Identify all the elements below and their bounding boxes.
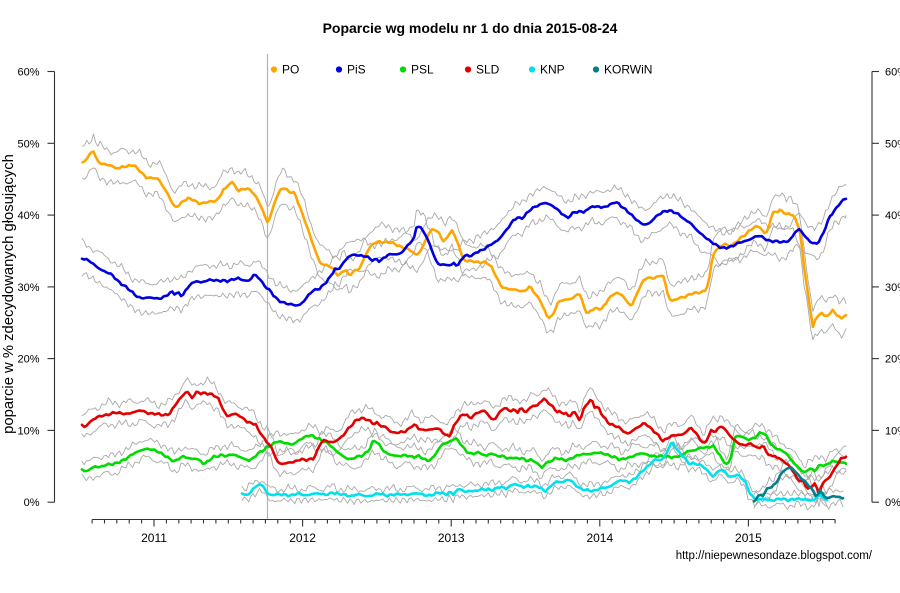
svg-text:KORWiN: KORWiN (604, 63, 652, 77)
svg-text:2015: 2015 (735, 531, 762, 545)
svg-text:PSL: PSL (411, 63, 434, 77)
svg-text:KNP: KNP (540, 63, 565, 77)
svg-text:PiS: PiS (347, 63, 366, 77)
svg-text:60%: 60% (885, 67, 900, 79)
svg-text:30%: 30% (17, 282, 39, 294)
svg-text:http://niepewnesondaze.blogspo: http://niepewnesondaze.blogspot.com/ (676, 550, 873, 562)
svg-text:20%: 20% (17, 354, 39, 366)
svg-text:40%: 40% (885, 210, 900, 222)
svg-text:20%: 20% (885, 354, 900, 366)
svg-text:2014: 2014 (586, 531, 613, 545)
svg-text:30%: 30% (885, 282, 900, 294)
svg-text:40%: 40% (17, 210, 39, 222)
svg-text:50%: 50% (885, 138, 900, 150)
svg-text:2011: 2011 (141, 531, 167, 545)
svg-text:2012: 2012 (289, 531, 316, 545)
svg-text:0%: 0% (24, 497, 40, 509)
svg-text:50%: 50% (17, 138, 39, 150)
svg-text:10%: 10% (17, 425, 39, 437)
svg-text:PO: PO (282, 63, 299, 77)
svg-text:60%: 60% (17, 67, 39, 79)
svg-text:0%: 0% (885, 497, 900, 509)
svg-text:2013: 2013 (438, 531, 465, 545)
svg-text:poparcie w % zdecydowanych gło: poparcie w % zdecydowanych głosujących (1, 154, 17, 434)
svg-text:SLD: SLD (476, 63, 500, 77)
svg-text:10%: 10% (885, 425, 900, 437)
svg-text:Poparcie wg modelu nr 1 do dni: Poparcie wg modelu nr 1 do dnia 2015-08-… (323, 20, 618, 36)
